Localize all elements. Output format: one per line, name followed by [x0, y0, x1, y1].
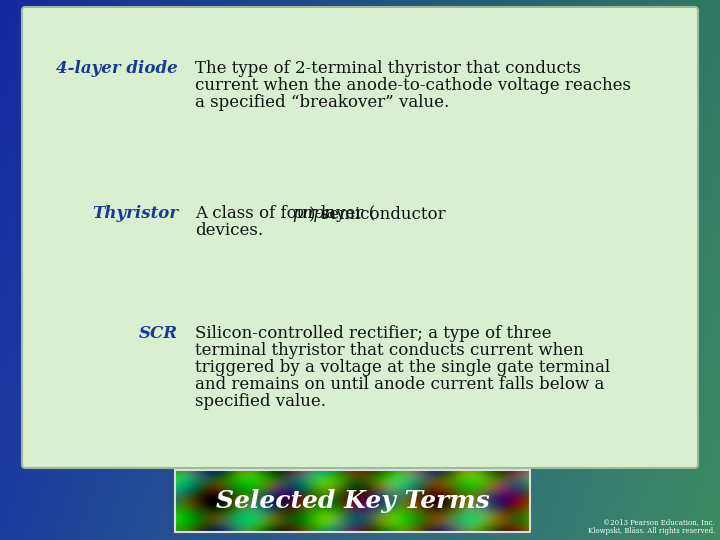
Text: ) semiconductor: ) semiconductor: [309, 205, 446, 222]
Text: The type of 2-terminal thyristor that conducts: The type of 2-terminal thyristor that co…: [195, 60, 581, 77]
Text: triggered by a voltage at the single gate terminal: triggered by a voltage at the single gat…: [195, 359, 610, 376]
Text: 4-layer diode: 4-layer diode: [56, 60, 178, 77]
FancyBboxPatch shape: [22, 7, 698, 468]
Text: current when the anode-to-cathode voltage reaches: current when the anode-to-cathode voltag…: [195, 77, 631, 94]
Text: pnpn: pnpn: [292, 205, 335, 222]
Text: devices.: devices.: [195, 222, 263, 239]
Text: A class of four-layer (: A class of four-layer (: [195, 205, 375, 222]
Text: Silicon-controlled rectifier; a type of three: Silicon-controlled rectifier; a type of …: [195, 325, 552, 342]
Text: Selected Key Terms: Selected Key Terms: [215, 489, 490, 513]
Text: and remains on until anode current falls below a: and remains on until anode current falls…: [195, 376, 604, 393]
Text: a specified “breakover” value.: a specified “breakover” value.: [195, 94, 449, 111]
Text: SCR: SCR: [139, 325, 178, 342]
Text: terminal thyristor that conducts current when: terminal thyristor that conducts current…: [195, 342, 584, 359]
Bar: [175, 470, 530, 532]
Text: specified value.: specified value.: [195, 393, 326, 410]
Text: ©2013 Pearson Education, Inc.
Klowpski, Bläss. All rights reserved.: ©2013 Pearson Education, Inc. Klowpski, …: [588, 518, 715, 535]
Text: Thyristor: Thyristor: [92, 205, 178, 222]
